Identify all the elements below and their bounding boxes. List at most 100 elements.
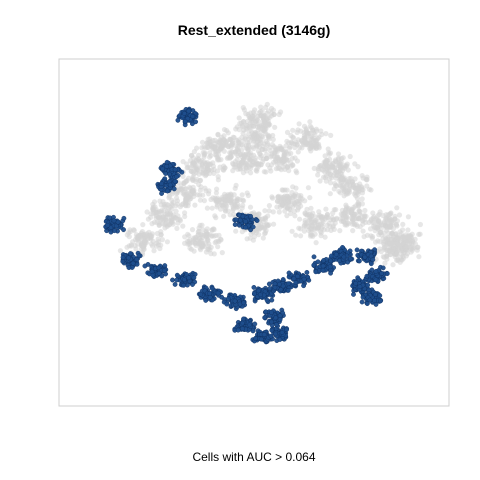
cells-auc-above-threshold-point: [243, 219, 247, 223]
all-cells-point: [240, 192, 245, 197]
all-cells-point: [151, 248, 156, 253]
all-cells-point: [245, 236, 250, 241]
all-cells-point: [213, 152, 218, 157]
all-cells-point: [224, 128, 229, 133]
all-cells-point: [353, 176, 358, 181]
all-cells-point: [293, 186, 298, 191]
all-cells-point: [362, 214, 367, 219]
cells-auc-above-threshold-point: [292, 276, 296, 280]
cells-auc-above-threshold-point: [252, 292, 256, 296]
cells-auc-above-threshold-point: [273, 332, 277, 336]
all-cells-point: [355, 164, 360, 169]
all-cells-point: [140, 222, 145, 227]
cells-auc-above-threshold-point: [358, 284, 362, 288]
cells-auc-above-threshold-point: [253, 336, 257, 340]
all-cells-point: [253, 155, 258, 160]
all-cells-point: [351, 182, 356, 187]
chart-caption: Cells with AUC > 0.064: [192, 450, 315, 464]
all-cells-point: [205, 206, 210, 211]
all-cells-point: [246, 193, 251, 198]
all-cells-point: [270, 196, 275, 201]
all-cells-point: [206, 191, 211, 196]
cells-auc-above-threshold-point: [374, 278, 378, 282]
all-cells-point: [307, 195, 312, 200]
cells-auc-above-threshold-point: [241, 301, 245, 305]
cells-auc-above-threshold-point: [187, 276, 191, 280]
all-cells-point: [382, 239, 387, 244]
all-cells-point: [280, 195, 285, 200]
all-cells-point: [326, 146, 331, 151]
all-cells-point: [352, 191, 357, 196]
all-cells-point: [390, 262, 395, 267]
all-cells-point: [228, 192, 233, 197]
all-cells-point: [251, 133, 256, 138]
all-cells-point: [375, 217, 380, 222]
all-cells-point: [242, 154, 247, 159]
all-cells-point: [152, 199, 157, 204]
all-cells-point: [328, 133, 333, 138]
cells-auc-above-threshold-point: [253, 322, 257, 326]
cells-auc-above-threshold-point: [278, 337, 282, 341]
cells-auc-above-threshold-point: [233, 299, 237, 303]
all-cells-point: [198, 184, 203, 189]
all-cells-point: [180, 224, 185, 229]
cells-auc-above-threshold-point: [316, 260, 320, 264]
all-cells-point: [329, 163, 334, 168]
all-cells-point: [304, 224, 309, 229]
all-cells-point: [363, 220, 368, 225]
all-cells-point: [216, 157, 221, 162]
all-cells-point: [145, 209, 150, 214]
cells-auc-above-threshold-point: [175, 273, 179, 277]
all-cells-point: [297, 121, 302, 126]
cells-auc-above-threshold-point: [381, 266, 385, 270]
all-cells-point: [234, 183, 239, 188]
all-cells-point: [195, 167, 200, 172]
all-cells-point: [200, 140, 205, 145]
all-cells-point: [323, 207, 328, 212]
cells-auc-above-threshold-point: [204, 298, 208, 302]
all-cells-point: [198, 247, 203, 252]
all-cells-point: [182, 192, 187, 197]
cells-auc-above-threshold-point: [351, 292, 355, 296]
cells-auc-above-threshold-point: [281, 277, 285, 281]
cells-auc-above-threshold-point: [240, 327, 244, 331]
cells-auc-above-threshold-point: [128, 251, 132, 255]
cells-auc-above-threshold-point: [286, 282, 290, 286]
all-cells-point: [388, 211, 393, 216]
all-cells-point: [276, 194, 281, 199]
cells-auc-above-threshold-point: [116, 220, 120, 224]
all-cells-point: [170, 216, 175, 221]
all-cells-point: [267, 203, 272, 208]
all-cells-point: [308, 144, 313, 149]
all-cells-point: [206, 244, 211, 249]
cells-auc-above-threshold-point: [305, 270, 309, 274]
all-cells-point: [214, 198, 219, 203]
all-cells-point: [185, 165, 190, 170]
all-cells-point: [238, 160, 243, 165]
all-cells-point: [208, 197, 213, 202]
cells-auc-above-threshold-point: [258, 293, 262, 297]
all-cells-point: [164, 202, 169, 207]
all-cells-point: [323, 235, 328, 240]
cells-auc-above-threshold-point: [322, 258, 326, 262]
cells-auc-above-threshold-point: [157, 271, 161, 275]
all-cells-point: [125, 232, 130, 237]
all-cells-point: [302, 136, 307, 141]
cells-auc-above-threshold-point: [243, 225, 247, 229]
all-cells-point: [212, 227, 217, 232]
cells-auc-above-threshold-point: [294, 280, 298, 284]
all-cells-point: [274, 204, 279, 209]
cells-auc-above-threshold-point: [182, 278, 186, 282]
all-cells-point: [248, 156, 253, 161]
all-cells-point: [240, 203, 245, 208]
all-cells-point: [377, 212, 382, 217]
cells-auc-above-threshold-point: [251, 225, 255, 229]
all-cells-point: [284, 199, 289, 204]
all-cells-point: [297, 217, 302, 222]
all-cells-point: [291, 135, 296, 140]
all-cells-point: [288, 211, 293, 216]
cells-auc-above-threshold-point: [121, 259, 125, 263]
cells-auc-above-threshold-point: [163, 263, 167, 267]
cells-auc-above-threshold-point: [363, 255, 367, 259]
all-cells-point: [310, 227, 315, 232]
